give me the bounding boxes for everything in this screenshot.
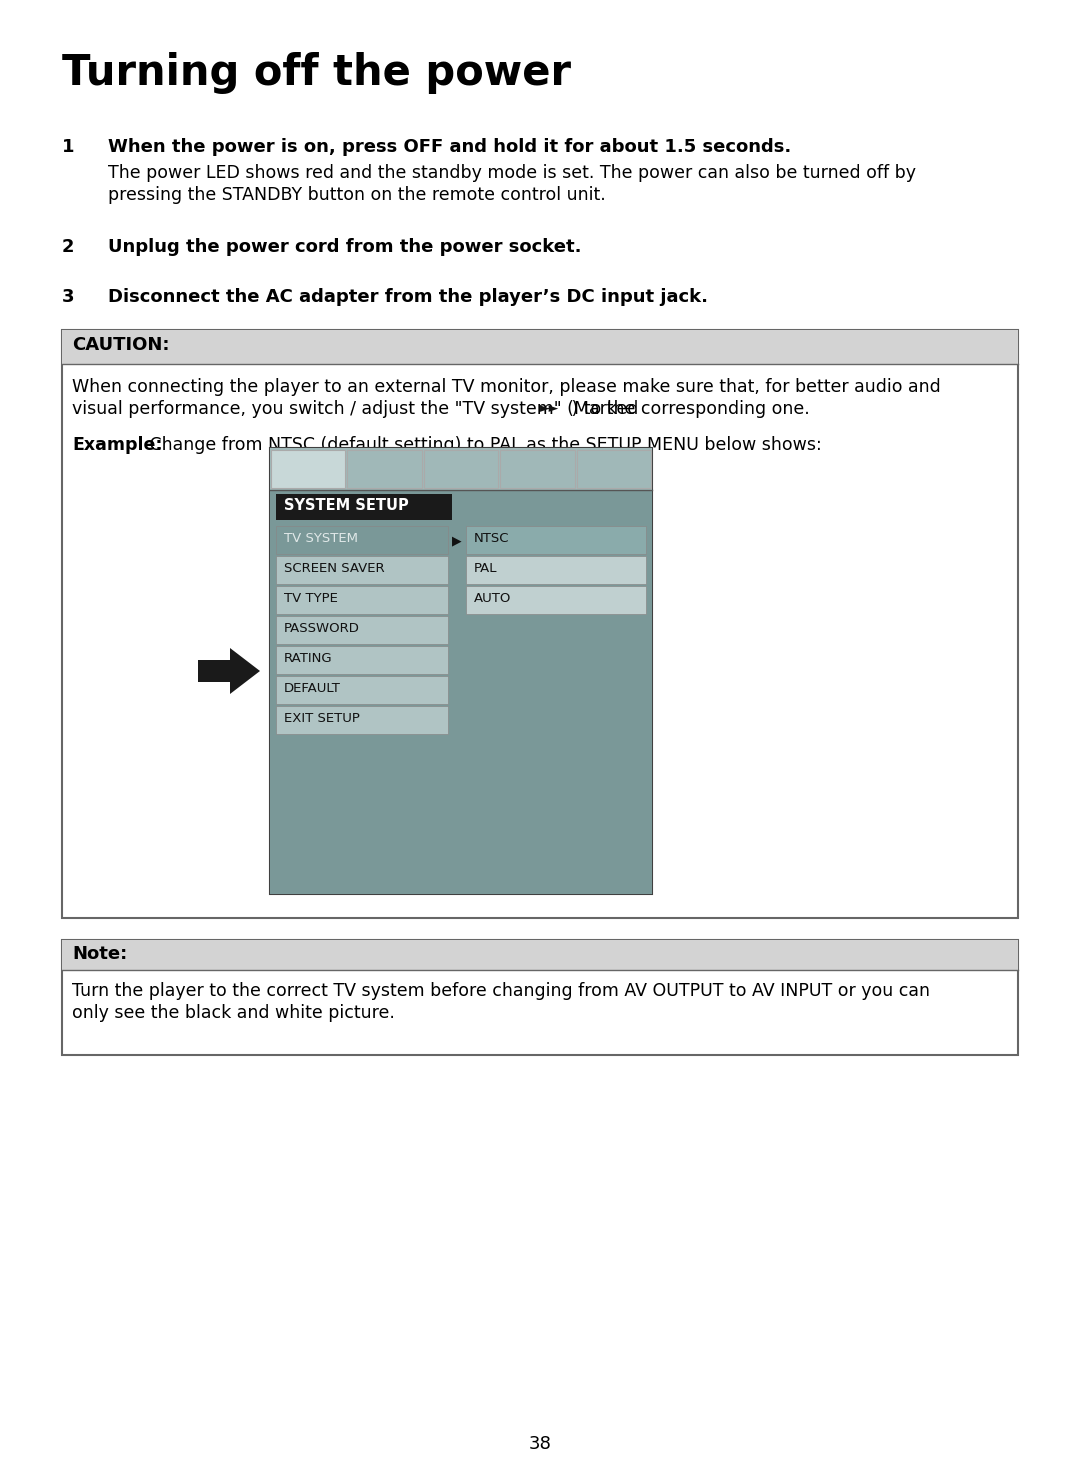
Text: PASSWORD: PASSWORD <box>284 622 360 636</box>
Bar <box>276 494 453 520</box>
Bar <box>62 330 1018 364</box>
Text: EXIT SETUP: EXIT SETUP <box>284 712 360 726</box>
Text: ▶: ▶ <box>453 534 461 547</box>
Text: Turn the player to the correct TV system before changing from AV OUTPUT to AV IN: Turn the player to the correct TV system… <box>72 981 930 1001</box>
Text: AUTO: AUTO <box>474 593 511 605</box>
Bar <box>423 449 498 488</box>
Text: 3: 3 <box>62 288 75 306</box>
Bar <box>62 940 1018 1055</box>
Bar <box>271 449 346 488</box>
Bar <box>348 449 422 488</box>
Text: When connecting the player to an external TV monitor, please make sure that, for: When connecting the player to an externa… <box>72 378 941 396</box>
Bar <box>276 646 448 674</box>
Text: only see the black and white picture.: only see the black and white picture. <box>72 1004 395 1021</box>
Bar <box>270 448 652 491</box>
Text: PAL: PAL <box>474 562 498 575</box>
Text: pressing the STANDBY button on the remote control unit.: pressing the STANDBY button on the remot… <box>108 186 606 204</box>
Bar <box>62 940 1018 970</box>
Text: CAUTION:: CAUTION: <box>72 336 170 355</box>
Text: SCREEN SAVER: SCREEN SAVER <box>284 562 384 575</box>
Text: Disconnect the AC adapter from the player’s DC input jack.: Disconnect the AC adapter from the playe… <box>108 288 708 306</box>
Text: RATING: RATING <box>284 652 333 665</box>
Bar <box>276 585 448 613</box>
Text: Turning off the power: Turning off the power <box>62 52 571 95</box>
Text: Example:: Example: <box>72 436 162 454</box>
Text: TV TYPE: TV TYPE <box>284 593 338 605</box>
Text: The power LED shows red and the standby mode is set. The power can also be turne: The power LED shows red and the standby … <box>108 164 916 182</box>
Bar <box>198 661 232 681</box>
Bar <box>276 706 448 735</box>
Bar <box>270 448 652 894</box>
Text: TV SYSTEM: TV SYSTEM <box>284 532 357 545</box>
Text: ►►: ►► <box>540 402 559 415</box>
Bar <box>270 491 652 894</box>
Bar <box>465 556 646 584</box>
Bar <box>276 675 448 704</box>
Bar <box>276 616 448 644</box>
Bar <box>276 556 448 584</box>
Text: 1: 1 <box>62 137 75 157</box>
Bar <box>465 526 646 554</box>
Bar <box>62 330 1018 918</box>
Text: 2: 2 <box>62 238 75 256</box>
Bar <box>276 526 448 554</box>
Text: DEFAULT: DEFAULT <box>284 681 341 695</box>
Text: SYSTEM SETUP: SYSTEM SETUP <box>284 498 408 513</box>
Text: ) to the corresponding one.: ) to the corresponding one. <box>566 401 810 418</box>
Text: Change from NTSC (default setting) to PAL as the SETUP MENU below shows:: Change from NTSC (default setting) to PA… <box>144 436 822 454</box>
Bar <box>577 449 651 488</box>
Text: Unplug the power cord from the power socket.: Unplug the power cord from the power soc… <box>108 238 581 256</box>
Text: visual performance, you switch / adjust the "TV system" (Marked: visual performance, you switch / adjust … <box>72 401 638 418</box>
Text: NTSC: NTSC <box>474 532 510 545</box>
Text: Note:: Note: <box>72 944 127 964</box>
Text: When the power is on, press OFF and hold it for about 1.5 seconds.: When the power is on, press OFF and hold… <box>108 137 792 157</box>
Bar <box>500 449 575 488</box>
Polygon shape <box>230 647 260 695</box>
Bar <box>465 585 646 613</box>
Text: 38: 38 <box>528 1435 552 1453</box>
